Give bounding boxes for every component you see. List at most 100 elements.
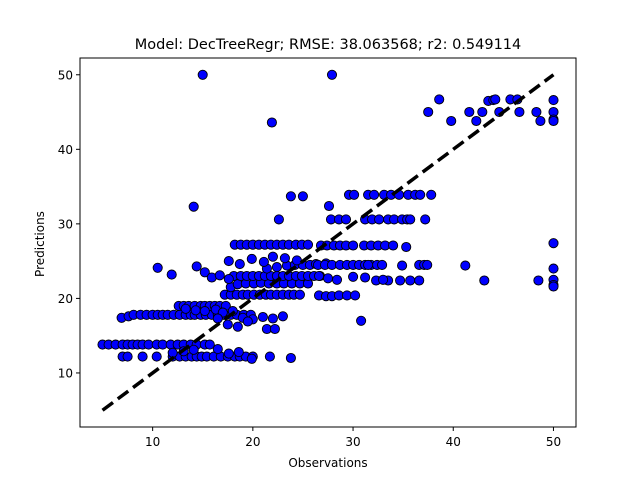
data-point <box>446 115 457 127</box>
data-point <box>405 214 416 225</box>
x-tick-label: 10 <box>145 435 160 449</box>
data-point <box>266 117 277 128</box>
data-point <box>234 259 245 270</box>
data-point <box>531 106 542 118</box>
data-point <box>246 353 257 364</box>
y-axis: 10 20 30 40 50 <box>58 68 80 380</box>
data-point <box>464 106 475 118</box>
data-point <box>415 189 426 200</box>
data-point <box>426 189 437 200</box>
data-point <box>204 339 215 350</box>
data-point <box>514 106 525 118</box>
data-point <box>267 313 278 324</box>
data-point <box>434 94 445 105</box>
data-point <box>323 200 335 212</box>
data-point <box>548 238 559 249</box>
data-point <box>350 290 361 301</box>
data-point <box>405 275 416 286</box>
data-point <box>378 274 389 285</box>
data-point <box>151 351 162 362</box>
x-axis-label: Observations <box>288 456 367 470</box>
data-point <box>471 115 482 127</box>
data-point <box>233 347 244 358</box>
data-point <box>291 255 302 266</box>
data-point <box>197 69 208 80</box>
data-point <box>302 239 314 250</box>
x-axis: 10 20 30 40 50 <box>145 427 561 449</box>
data-point <box>180 303 191 314</box>
data-point <box>137 351 148 362</box>
data-point <box>297 191 308 202</box>
data-point <box>190 305 201 316</box>
data-point <box>212 313 223 324</box>
data-point <box>279 253 290 264</box>
x-tick-label: 30 <box>345 435 360 449</box>
data-point <box>460 260 471 271</box>
chart-title: Model: DecTreeRegr; RMSE: 38.063568; r2:… <box>135 37 522 53</box>
data-point <box>420 214 431 225</box>
y-tick-label: 40 <box>58 143 73 157</box>
data-point <box>535 115 546 127</box>
data-point <box>548 263 559 274</box>
data-point <box>414 275 425 286</box>
data-point <box>388 240 399 251</box>
data-point <box>294 289 305 300</box>
data-point <box>271 262 282 273</box>
data-point <box>326 69 338 80</box>
data-point <box>258 256 269 267</box>
data-point <box>122 351 133 362</box>
data-point <box>349 189 360 200</box>
data-point <box>199 267 210 278</box>
data-point <box>356 315 367 326</box>
data-point <box>548 281 559 292</box>
data-point <box>223 256 234 267</box>
data-point <box>191 261 202 272</box>
data-point <box>257 311 268 323</box>
y-tick-label: 10 <box>58 366 73 380</box>
data-point <box>277 311 288 322</box>
data-point <box>369 189 380 200</box>
data-point <box>232 321 243 332</box>
plot-frame <box>79 57 577 428</box>
data-point <box>199 306 210 317</box>
y-tick-label: 50 <box>58 68 73 82</box>
data-point <box>479 275 490 286</box>
data-point <box>490 94 501 105</box>
data-point <box>423 106 434 118</box>
y-tick-label: 20 <box>58 292 73 306</box>
data-point <box>214 270 225 281</box>
data-point <box>548 95 559 106</box>
data-point <box>212 344 223 355</box>
data-point <box>397 260 408 271</box>
data-point <box>223 348 234 359</box>
data-point <box>331 274 343 285</box>
data-point <box>223 273 234 285</box>
data-point <box>348 240 359 251</box>
data-point <box>360 272 371 283</box>
data-point <box>222 319 233 330</box>
data-point <box>322 273 334 284</box>
data-point <box>348 271 359 282</box>
data-point <box>188 344 199 355</box>
data-point <box>152 262 163 273</box>
x-tick-label: 50 <box>546 435 561 449</box>
data-point <box>422 259 433 270</box>
data-point <box>395 275 406 286</box>
data-point <box>273 214 284 225</box>
markers-layer <box>97 69 559 364</box>
data-point <box>533 275 544 286</box>
y-axis-label: Predictions <box>33 211 47 277</box>
data-point <box>264 351 275 362</box>
data-point <box>242 316 253 327</box>
data-point <box>377 259 388 270</box>
data-point <box>477 106 488 118</box>
data-point <box>188 201 199 212</box>
data-point <box>166 269 177 280</box>
data-point <box>548 115 559 127</box>
data-point <box>269 323 280 335</box>
data-point <box>374 214 385 225</box>
x-tick-label: 20 <box>245 435 260 449</box>
y-tick-label: 30 <box>58 217 73 231</box>
